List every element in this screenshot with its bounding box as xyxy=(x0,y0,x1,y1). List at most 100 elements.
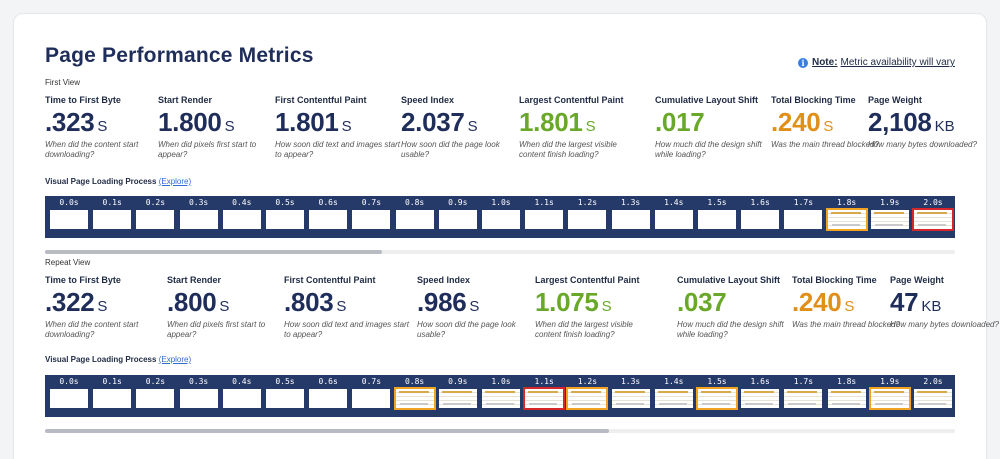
frame-thumbnail[interactable] xyxy=(482,389,520,408)
first-view-scroll-thumb[interactable] xyxy=(45,250,382,254)
filmstrip-frame[interactable]: 0.9s xyxy=(438,196,478,238)
note[interactable]: i Note: Metric availability will vary xyxy=(797,57,955,68)
frame-thumbnail[interactable] xyxy=(784,389,823,408)
frame-thumbnail[interactable] xyxy=(784,210,823,229)
frame-thumbnail[interactable] xyxy=(611,210,650,229)
explore-link[interactable]: (Explore) xyxy=(158,355,192,364)
filmstrip-frame[interactable]: 1.6s xyxy=(740,196,780,238)
filmstrip-frame[interactable]: 0.2s xyxy=(135,196,175,238)
frame-thumbnail[interactable] xyxy=(93,389,132,408)
frame-thumbnail[interactable] xyxy=(136,389,175,408)
filmstrip-frame[interactable]: 0.8s xyxy=(395,196,435,238)
frame-thumbnail[interactable] xyxy=(352,389,391,408)
metric-description: How soon did text and images start to ap… xyxy=(284,320,409,339)
filmstrip-frame[interactable]: 0.8s xyxy=(393,375,436,417)
frame-thumbnail[interactable] xyxy=(222,389,261,408)
frame-thumbnail[interactable] xyxy=(696,387,738,410)
frame-thumbnail[interactable] xyxy=(309,210,348,229)
frame-thumbnail[interactable] xyxy=(870,210,909,229)
filmstrip-frame[interactable]: 1.0s xyxy=(481,196,521,238)
filmstrip-frame[interactable]: 0.7s xyxy=(351,196,391,238)
frame-thumbnail[interactable] xyxy=(266,389,304,408)
filmstrip-frame[interactable]: 1.2s xyxy=(567,196,607,238)
repeat-view-scroll-thumb[interactable] xyxy=(45,429,610,433)
frame-thumbnail[interactable] xyxy=(741,389,780,408)
frame-thumbnail[interactable] xyxy=(482,210,520,229)
filmstrip-frame[interactable]: 0.1s xyxy=(92,375,132,417)
filmstrip-frame[interactable]: 0.1s xyxy=(92,196,132,238)
filmstrip-frame[interactable]: 1.8s xyxy=(827,375,867,417)
filmstrip-frame[interactable]: 1.1s xyxy=(524,196,564,238)
frame-thumbnail[interactable] xyxy=(50,210,88,229)
frame-time: 0.3s xyxy=(188,198,209,207)
frame-thumbnail[interactable] xyxy=(179,389,218,408)
filmstrip-frame[interactable]: 1.9s xyxy=(870,196,910,238)
frame-thumbnail[interactable] xyxy=(825,208,868,231)
frame-thumbnail[interactable] xyxy=(654,389,693,408)
frame-time: 1.5s xyxy=(707,198,727,207)
filmstrip-frame[interactable]: 0.6s xyxy=(308,375,348,417)
frame-thumbnail[interactable] xyxy=(568,210,607,229)
frame-thumbnail[interactable] xyxy=(309,389,348,408)
metric-label: Page Weight xyxy=(890,275,944,285)
repeat-view-filmstrip[interactable]: 0.0s 0.1s 0.2s 0.3s 0.4s 0.5s 0.6s 0.7s 0.8s 0.9s… xyxy=(45,375,955,417)
frame-thumbnail[interactable] xyxy=(438,389,477,408)
first-view-filmstrip[interactable]: 0.0s 0.1s 0.2s 0.3s 0.4s 0.5s 0.6s 0.7s 0.8s 0.9s… xyxy=(45,196,955,238)
filmstrip-frame[interactable]: 0.0s xyxy=(49,375,89,417)
filmstrip-frame[interactable]: 1.1s xyxy=(523,375,566,417)
filmstrip-frame[interactable]: 0.9s xyxy=(438,375,478,417)
filmstrip-frame[interactable]: 0.0s xyxy=(49,196,89,238)
first-view-scrollbar[interactable] xyxy=(45,250,955,254)
filmstrip-frame[interactable]: 1.9s xyxy=(868,375,911,417)
frame-thumbnail[interactable] xyxy=(523,387,566,410)
filmstrip-frame[interactable]: 1.0s xyxy=(481,375,521,417)
filmstrip-frame[interactable]: 0.5s xyxy=(265,196,305,238)
filmstrip-frame[interactable]: 1.4s xyxy=(654,375,694,417)
loading-label-text: Visual Page Loading Process xyxy=(45,355,157,364)
filmstrip-frame[interactable]: 0.6s xyxy=(308,196,348,238)
frame-thumbnail[interactable] xyxy=(914,389,952,408)
filmstrip-frame[interactable]: 1.7s xyxy=(783,196,823,238)
frame-thumbnail[interactable] xyxy=(266,210,304,229)
filmstrip-frame[interactable]: 0.4s xyxy=(222,375,262,417)
filmstrip-frame[interactable]: 0.3s xyxy=(179,196,219,238)
filmstrip-frame[interactable]: 1.6s xyxy=(740,375,780,417)
filmstrip-frame[interactable]: 1.5s xyxy=(697,196,737,238)
frame-thumbnail[interactable] xyxy=(222,210,261,229)
filmstrip-frame[interactable]: 2.0s xyxy=(913,375,953,417)
frame-thumbnail[interactable] xyxy=(868,387,911,410)
frame-thumbnail[interactable] xyxy=(654,210,693,229)
frame-thumbnail[interactable] xyxy=(136,210,175,229)
filmstrip-frame[interactable]: 1.7s xyxy=(783,375,823,417)
filmstrip-frame[interactable]: 0.5s xyxy=(265,375,305,417)
filmstrip-frame[interactable]: 0.3s xyxy=(179,375,219,417)
frame-thumbnail[interactable] xyxy=(395,210,434,229)
filmstrip-frame[interactable]: 1.8s xyxy=(825,196,868,238)
frame-thumbnail[interactable] xyxy=(393,387,436,410)
filmstrip-frame[interactable]: 2.0s xyxy=(912,196,954,238)
frame-thumbnail[interactable] xyxy=(912,208,954,231)
filmstrip-frame[interactable]: 1.3s xyxy=(611,375,651,417)
filmstrip-frame[interactable]: 1.4s xyxy=(654,196,694,238)
frame-thumbnail[interactable] xyxy=(525,210,564,229)
explore-link[interactable]: (Explore) xyxy=(158,177,192,186)
frame-thumbnail[interactable] xyxy=(827,389,866,408)
filmstrip-frame[interactable]: 0.4s xyxy=(222,196,262,238)
frame-thumbnail[interactable] xyxy=(438,210,477,229)
filmstrip-frame[interactable]: 1.5s xyxy=(696,375,738,417)
filmstrip-frame[interactable]: 1.3s xyxy=(611,196,651,238)
frame-thumbnail[interactable] xyxy=(698,210,736,229)
metric-unit: S xyxy=(219,298,230,315)
frame-thumbnail[interactable] xyxy=(352,210,391,229)
filmstrip-frame[interactable]: 0.7s xyxy=(351,375,391,417)
filmstrip-frame[interactable]: 1.2s xyxy=(566,375,609,417)
metric-unit: S xyxy=(469,298,480,315)
frame-thumbnail[interactable] xyxy=(741,210,780,229)
frame-thumbnail[interactable] xyxy=(50,389,88,408)
frame-thumbnail[interactable] xyxy=(179,210,218,229)
frame-thumbnail[interactable] xyxy=(93,210,132,229)
repeat-view-scrollbar[interactable] xyxy=(45,429,955,433)
frame-thumbnail[interactable] xyxy=(566,387,609,410)
frame-thumbnail[interactable] xyxy=(611,389,650,408)
filmstrip-frame[interactable]: 0.2s xyxy=(135,375,175,417)
